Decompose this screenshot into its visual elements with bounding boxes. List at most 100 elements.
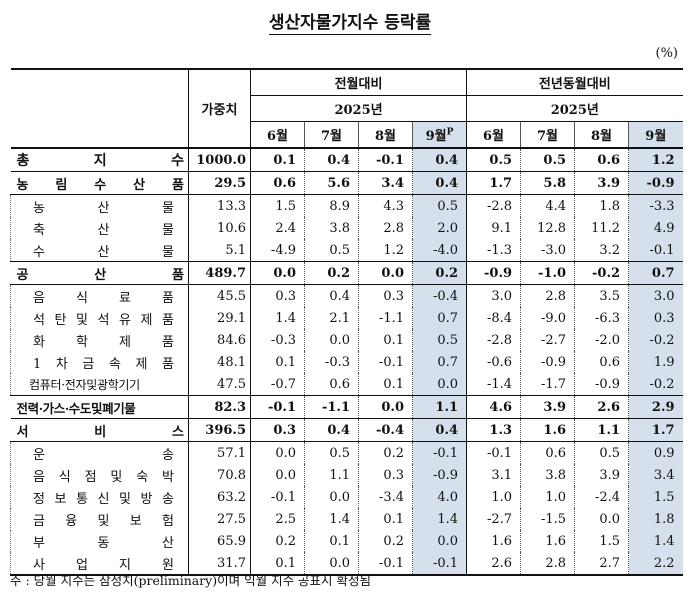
yoy-value-cell: 3.5 [574,284,629,307]
table-row: 농 림 수 산 품 29.5 0.6 5.6 3.4 0.4 1.7 5.8 3.9 -0.9 [10,171,683,195]
mom-value-cell: -0.1 [411,552,467,576]
row-label: 금 융 및 보 험 [10,508,189,530]
yoy-value-cell: -2.4 [574,486,629,508]
mom-value-cell: 0.5 [411,329,467,351]
yoy-value-cell: 3.0 [628,284,683,307]
yoy-value-cell: 3.2 [574,239,629,262]
row-label: 공 산 품 [10,261,189,285]
mom-value-cell: 1.1 [411,395,467,419]
weight-cell: 1000.0 [188,147,251,172]
yoy-value-cell: 2.7 [574,552,629,576]
yoy-value-cell: -2.8 [466,329,521,351]
mom-value-cell: -1.1 [304,395,359,419]
mom-value-cell: 2.5 [250,508,305,530]
corner-cell [10,68,189,148]
mom-value-cell: -1.1 [358,307,413,329]
yoy-value-cell: -9.0 [520,307,575,329]
mom-value-cell: 0.1 [250,351,305,373]
mom-value-cell: -0.3 [250,329,305,351]
mom-value-cell: -0.1 [250,395,305,419]
yoy-value-cell: 2.2 [628,552,683,576]
yoy-value-cell: 3.9 [520,395,575,419]
yoy-value-cell: 2.8 [520,552,575,576]
row-label: 음 식 료 품 [10,284,189,307]
mom-value-cell: 0.5 [411,194,467,217]
yoy-value-cell: -3.0 [520,239,575,262]
mom-month-header: 8월 [358,121,413,148]
row-label: 부 동 산 [10,530,189,552]
mom-value-cell: 0.0 [304,329,359,351]
mom-value-cell: 0.1 [250,147,305,172]
mom-value-cell: 0.0 [358,395,413,419]
mom-value-cell: 0.3 [250,418,305,442]
row-label: 축 산 물 [10,217,189,239]
mom-value-cell: 1.5 [250,194,305,217]
table-row: 총 지 수 1000.0 0.1 0.4 -0.1 0.4 0.5 0.5 0.6 1.2 [10,147,683,172]
row-label: 농 림 수 산 품 [10,171,189,195]
yoy-value-cell: -0.2 [628,329,683,351]
weight-cell: 27.5 [188,508,251,530]
mom-value-cell: 0.7 [411,307,467,329]
mom-value-cell: 5.6 [304,171,359,195]
yoy-value-cell: 3.1 [466,464,521,486]
weight-cell: 489.7 [188,261,251,285]
mom-value-cell: 4.3 [358,194,413,217]
mom-value-cell: -0.1 [411,441,467,464]
mom-value-cell: 0.1 [304,530,359,552]
row-label: 음 식 점 및 숙 박 [10,464,189,486]
mom-value-cell: 0.6 [304,373,359,396]
table-row: 농 산 물 13.3 1.5 8.9 4.3 0.5 -2.8 4.4 1.8 -3.3 [10,194,683,217]
yoy-month-header: 8월 [574,121,629,148]
row-label: 총 지 수 [10,147,189,172]
weight-cell: 48.1 [188,351,251,373]
yoy-value-cell: 12.8 [520,217,575,239]
mom-value-cell: 0.1 [250,552,305,576]
yoy-value-cell: 1.8 [574,194,629,217]
mom-value-cell: 0.4 [304,147,359,172]
yoy-value-cell: -2.0 [574,329,629,351]
yoy-value-cell: 4.6 [466,395,521,419]
mom-value-cell: 0.6 [250,171,305,195]
weight-cell: 13.3 [188,194,251,217]
mom-value-cell: 1.2 [358,239,413,262]
yoy-value-cell: -0.1 [466,441,521,464]
weight-cell: 5.1 [188,239,251,262]
table-title: 생산자물가지수 등락률 [268,13,432,35]
mom-value-cell: 1.4 [250,307,305,329]
yoy-value-cell: -6.3 [574,307,629,329]
yoy-value-cell: 1.5 [574,530,629,552]
table-row: 전력·가스·수도및폐기물 82.3 -0.1 -1.1 0.0 1.1 4.6 3.9 2.6 2… [10,395,683,419]
yoy-month-header: 7월 [520,121,575,148]
mom-value-cell: 0.2 [411,261,467,285]
footnote: 주 : 당월 지수는 잠정치(preliminary)이며 익월 지수 공표시 … [10,573,372,588]
mom-value-cell: -0.4 [411,284,467,307]
yoy-value-cell: 2.8 [520,284,575,307]
table-row: 공 산 품 489.7 0.0 0.2 0.0 0.2 -0.9 -1.0 -0.2 0.7 [10,261,683,285]
yoy-value-cell: -3.3 [628,194,683,217]
table-row: 컴퓨터·전자및광학기기 47.5 -0.7 0.6 0.1 0.0 -1.4 -1.7 -0.9… [10,373,683,396]
yoy-value-cell: -0.9 [520,351,575,373]
yoy-value-cell: 0.6 [574,147,629,172]
yoy-value-cell: -1.5 [520,508,575,530]
table-row: 부 동 산 65.9 0.2 0.1 0.2 0.0 1.6 1.6 1.5 1.4 [10,530,683,552]
yoy-value-cell: 0.9 [628,441,683,464]
row-label: 컴퓨터·전자및광학기기 [10,373,189,396]
yoy-value-cell: 3.4 [628,464,683,486]
mom-value-cell: 0.2 [250,530,305,552]
yoy-value-cell: 1.4 [628,530,683,552]
table-row: 화 학 제 품 84.6 -0.3 0.0 0.1 0.5 -2.8 -2.7 -2.0 -0.2 [10,329,683,351]
yoy-value-cell: 0.5 [520,147,575,172]
yoy-value-cell: 5.8 [520,171,575,195]
mom-value-cell: 0.4 [411,171,467,195]
yoy-value-cell: -1.7 [520,373,575,396]
yoy-value-cell: 1.7 [628,418,683,442]
weight-cell: 47.5 [188,373,251,396]
yoy-month-header: 6월 [466,121,521,148]
weight-header: 가중치 [188,68,251,148]
yoy-value-cell: -2.7 [520,329,575,351]
row-label: 1 차 금 속 제 품 [10,351,189,373]
mom-value-cell: -4.0 [411,239,467,262]
yoy-value-cell: 1.7 [466,171,521,195]
row-label: 수 산 물 [10,239,189,262]
yoy-value-cell: -0.9 [574,373,629,396]
